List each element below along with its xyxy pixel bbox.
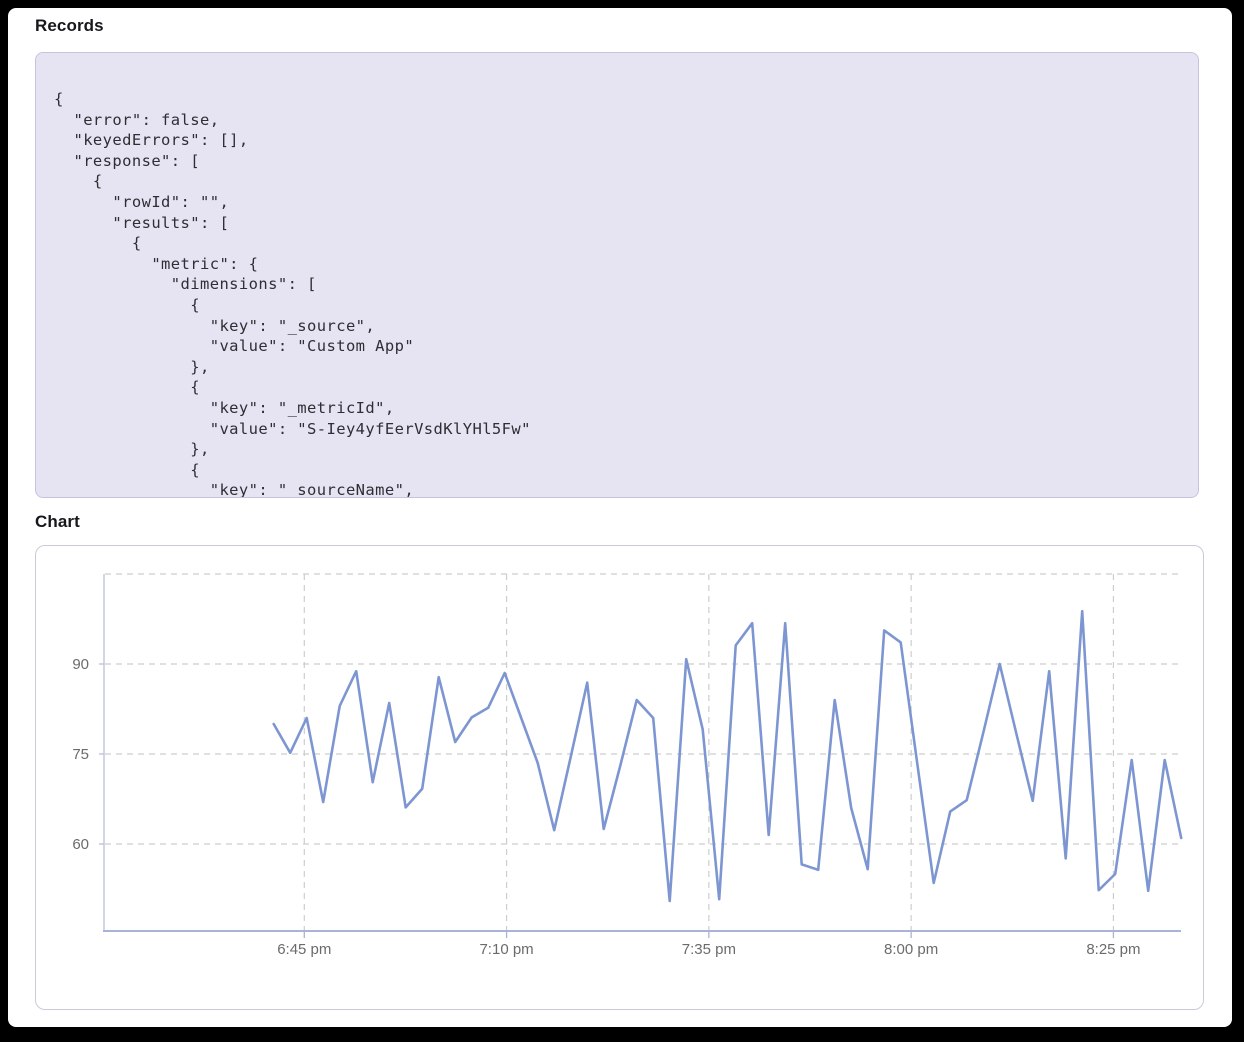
y-tick-label: 60	[72, 836, 89, 853]
x-tick-label: 8:00 pm	[884, 941, 938, 958]
page: Records { "error": false, "keyedErrors":…	[8, 8, 1232, 1027]
metric-series-line	[272, 609, 1183, 903]
records-json-viewer[interactable]: { "error": false, "keyedErrors": [], "re…	[35, 52, 1199, 498]
y-tick-label: 90	[72, 656, 89, 673]
records-json-pre: { "error": false, "keyedErrors": [], "re…	[36, 53, 1198, 498]
y-tick-label: 75	[72, 746, 89, 763]
metrics-line-chart: 6:45 pm 7:10 pm 7:35 pm 8:00 pm 8:25 pm 90 75 6…	[72, 573, 1183, 958]
x-tick-label: 7:35 pm	[682, 941, 736, 958]
chart-card: 6:45 pm 7:10 pm 7:35 pm 8:00 pm 8:25 pm 90 75 6…	[35, 545, 1204, 1010]
x-tick-label: 7:10 pm	[479, 941, 533, 958]
records-heading: Records	[35, 16, 104, 35]
chart-heading: Chart	[35, 512, 80, 531]
records-json-code: { "error": false, "keyedErrors": [], "re…	[54, 90, 531, 498]
x-tick-label: 6:45 pm	[277, 941, 331, 958]
x-tick-label: 8:25 pm	[1086, 941, 1140, 958]
